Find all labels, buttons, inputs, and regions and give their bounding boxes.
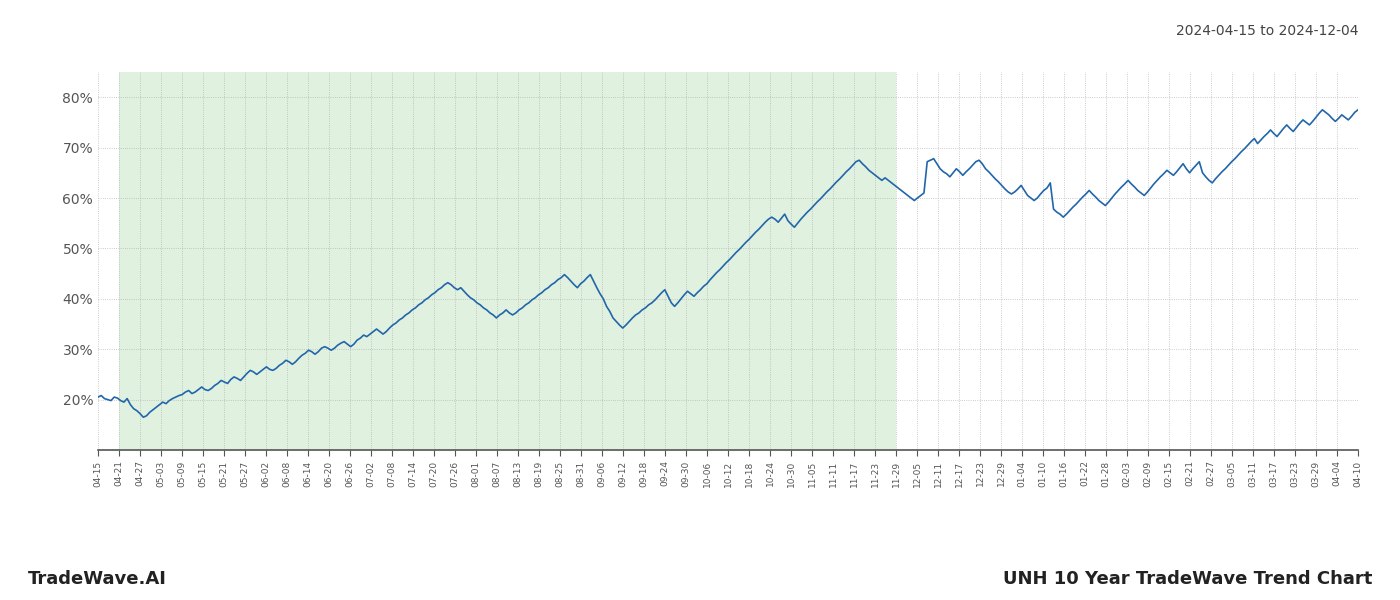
Text: 2024-04-15 to 2024-12-04: 2024-04-15 to 2024-12-04 bbox=[1176, 24, 1358, 38]
Text: UNH 10 Year TradeWave Trend Chart: UNH 10 Year TradeWave Trend Chart bbox=[1002, 570, 1372, 588]
Text: TradeWave.AI: TradeWave.AI bbox=[28, 570, 167, 588]
Bar bbox=[119, 72, 896, 450]
